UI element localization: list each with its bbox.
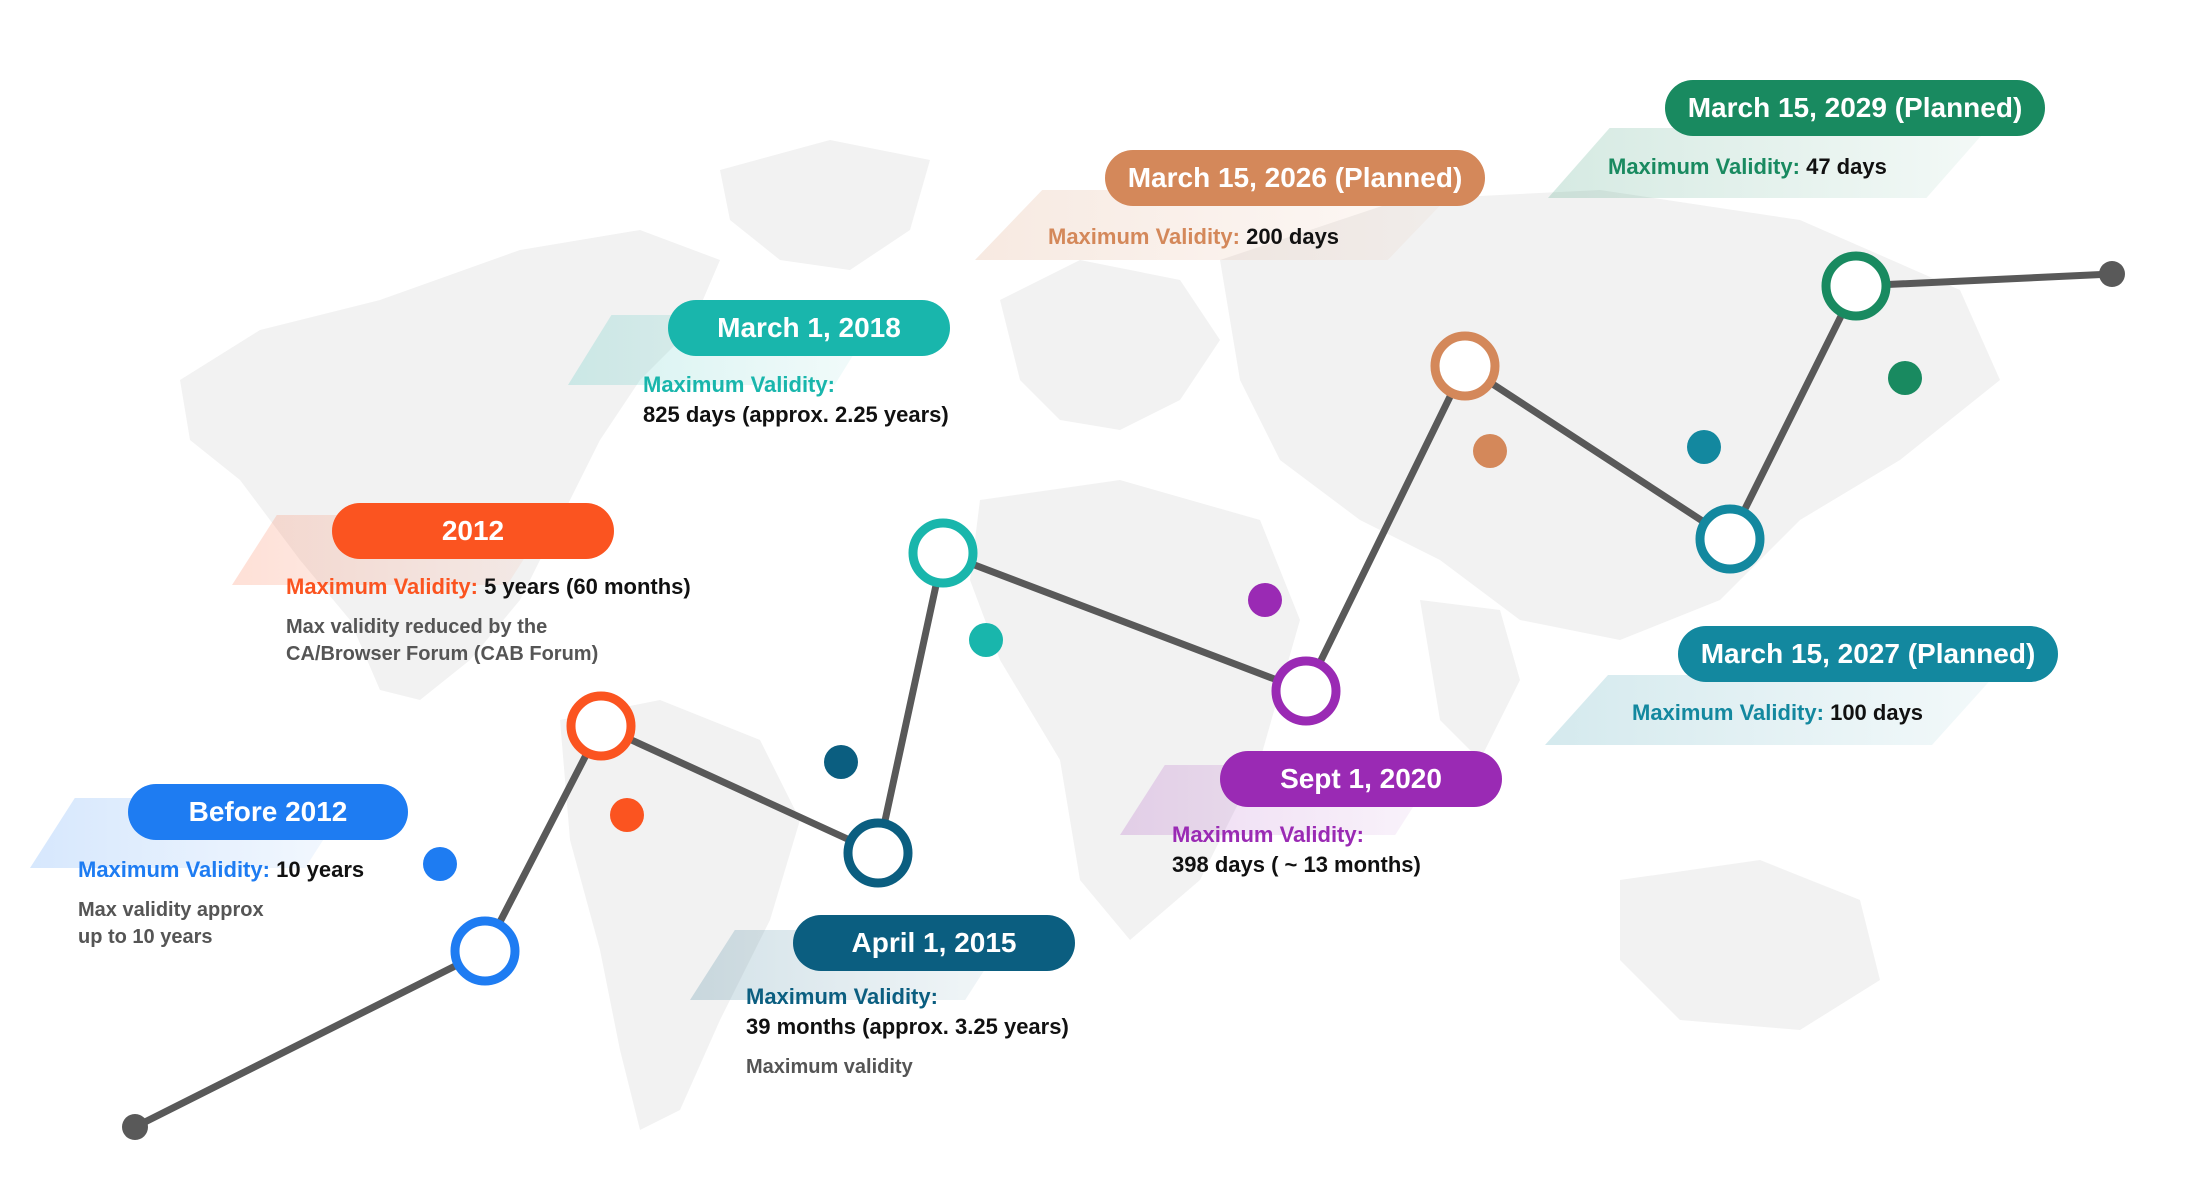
wedge-mar2027 (1545, 675, 1995, 745)
node-mar2018 (908, 518, 978, 588)
validity-label: Maximum Validity: (286, 574, 478, 599)
milestone-sep2020-info: Maximum Validity: 398 days ( ~ 13 months… (1172, 820, 1421, 880)
validity-label: Maximum Validity: (643, 372, 835, 397)
milestone-sep2020-title: Sept 1, 2020 (1220, 751, 1502, 807)
milestone-before2012-info: Maximum Validity: 10 years Max validity … (78, 855, 364, 951)
milestone-apr2015-title: April 1, 2015 (793, 915, 1075, 971)
validity-label: Maximum Validity: (1608, 154, 1800, 179)
node-apr2015 (843, 818, 913, 888)
map-greenland (720, 140, 930, 270)
milestone-2012-info: Maximum Validity: 5 years (60 months) Ma… (286, 572, 691, 668)
dot-mar2018 (969, 623, 1003, 657)
dot-mar2026 (1473, 434, 1507, 468)
dot-apr2015 (824, 745, 858, 779)
milestone-apr2015-info: Maximum Validity: 39 months (approx. 3.2… (746, 982, 1076, 1081)
milestone-mar2026-info: Maximum Validity: 200 days (1048, 222, 1339, 252)
map-asia (1220, 190, 2000, 640)
validity-value: 5 years (60 months) (484, 574, 691, 599)
map-australia (1620, 860, 1880, 1030)
timeline-path (131, 270, 2116, 1131)
milestone-mar2018-info: Maximum Validity: 825 days (approx. 2.25… (643, 370, 949, 430)
validity-label: Maximum Validity: (1048, 224, 1240, 249)
map-north-america (180, 230, 720, 700)
dot-sep2020 (1248, 583, 1282, 617)
dot-mar2029 (1888, 361, 1922, 395)
dot-before2012 (423, 847, 457, 881)
validity-label: Maximum Validity: (78, 857, 270, 882)
validity-value: 825 days (approx. 2.25 years) (643, 402, 949, 427)
map-europe (1000, 260, 1220, 430)
wedge-mar2029 (1548, 128, 1988, 198)
milestone-note: Maximum validity (746, 1056, 913, 1078)
validity-label: Maximum Validity: (746, 984, 938, 1009)
timeline-line (131, 270, 2116, 1131)
node-mar2029 (1821, 251, 1891, 321)
milestone-before2012-title: Before 2012 (128, 784, 408, 840)
validity-value: 47 days (1806, 154, 1887, 179)
milestone-mar2029-title: March 15, 2029 (Planned) (1665, 80, 2045, 136)
validity-label: Maximum Validity: (1172, 822, 1364, 847)
node-y2012 (566, 691, 636, 761)
validity-value: 200 days (1246, 224, 1340, 249)
milestone-mar2027-info: Maximum Validity: 100 days (1632, 698, 1923, 728)
node-before2012 (450, 916, 520, 986)
validity-label: Maximum Validity: (1632, 700, 1824, 725)
validity-value: 100 days (1830, 700, 1924, 725)
milestone-mar2029-info: Maximum Validity: 47 days (1608, 152, 1887, 182)
timeline-nodes (122, 251, 2125, 1140)
validity-value: 39 months (approx. 3.25 years) (746, 1014, 1069, 1039)
map-india (1420, 600, 1520, 760)
validity-value: 10 years (276, 857, 365, 882)
milestone-mar2026-title: March 15, 2026 (Planned) (1105, 150, 1485, 206)
timeline-start-point (122, 1114, 148, 1140)
node-sep2020 (1271, 656, 1341, 726)
milestone-note: Max validity approx up to 10 years (78, 899, 264, 948)
decorative-dots (423, 361, 1922, 881)
node-mar2026 (1430, 331, 1500, 401)
milestone-note: Max validity reduced by the CA/Browser F… (286, 616, 599, 665)
milestone-mar2018-title: March 1, 2018 (668, 300, 950, 356)
dot-y2012 (610, 798, 644, 832)
validity-value: 398 days ( ~ 13 months) (1172, 852, 1421, 877)
milestone-2012-title: 2012 (332, 503, 614, 559)
dot-mar2027 (1687, 430, 1721, 464)
node-mar2027 (1695, 504, 1765, 574)
milestone-mar2027-title: March 15, 2027 (Planned) (1678, 626, 2058, 682)
timeline-end-point (2099, 261, 2125, 287)
